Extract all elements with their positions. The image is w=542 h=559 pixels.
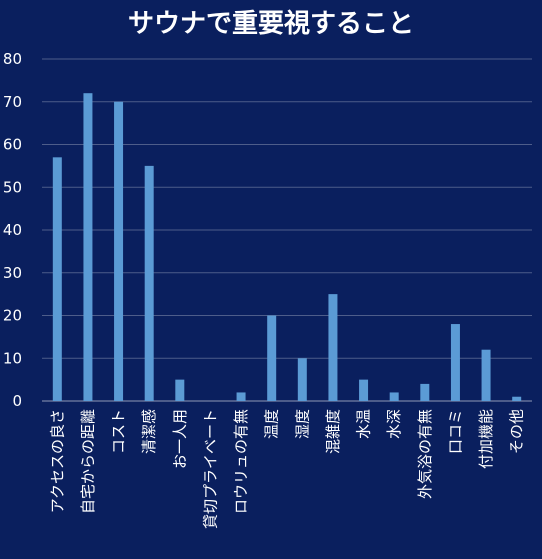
x-tick-label: アクセスの良さ xyxy=(48,409,66,513)
bar-14 xyxy=(450,324,460,401)
x-tick-label: 自宅からの距離 xyxy=(79,409,97,514)
bar-10 xyxy=(328,294,338,402)
bar-3 xyxy=(114,101,124,401)
bar-1 xyxy=(52,157,62,401)
x-tick-label: 水温 xyxy=(355,409,373,439)
x-tick-labels: アクセスの良さ 自宅からの距離 コスト 清潔感 お一人用 貸切プライベート ロウリュの有無温… xyxy=(48,409,525,529)
x-tick-label: 外気浴の有無 xyxy=(416,409,434,499)
grid-layer xyxy=(42,58,532,402)
x-tick-label: 口コミ xyxy=(446,409,464,454)
bar-9 xyxy=(297,358,307,401)
y-tick-label: 20 xyxy=(3,307,22,325)
y-tick-label: 40 xyxy=(3,221,22,239)
bar-11 xyxy=(359,379,369,402)
x-tick-label: ロウリュの有無 xyxy=(232,409,250,514)
x-tick-label: 貸切プライベート xyxy=(201,409,219,529)
y-tick-label: 30 xyxy=(3,264,22,282)
chart-title: サウナで重要視すること xyxy=(128,9,414,39)
x-tick-label: お一人用 xyxy=(171,409,189,469)
bar-15 xyxy=(481,349,491,401)
bars-layer xyxy=(52,93,522,402)
bar-13 xyxy=(420,383,430,401)
x-tick-label: 湿度 xyxy=(293,409,311,439)
x-tick-label: 混雑度 xyxy=(324,409,342,454)
bar-4 xyxy=(144,165,154,402)
y-tick-label: 80 xyxy=(3,50,22,68)
x-tick-label: 温度 xyxy=(263,409,281,439)
bar-5 xyxy=(175,379,185,402)
x-tick-label: 付加機能 xyxy=(477,409,495,469)
y-tick-label: 0 xyxy=(12,392,22,410)
bar-2 xyxy=(83,93,93,401)
y-tick-label: 50 xyxy=(3,178,22,196)
bar-8 xyxy=(267,315,277,401)
y-tick-label: 60 xyxy=(3,136,22,154)
x-tick-label: コスト xyxy=(110,409,128,454)
y-tick-label: 10 xyxy=(3,349,22,367)
bar-7 xyxy=(236,392,246,401)
y-tick-label: 70 xyxy=(3,93,22,111)
x-tick-label: 清潔感 xyxy=(140,409,158,454)
x-tick-label: その他 xyxy=(508,409,526,454)
x-tick-label: 水深 xyxy=(385,409,403,439)
bar-12 xyxy=(389,392,399,401)
bar-16 xyxy=(512,396,522,401)
y-tick-labels: 0 10 20 30 40 50 60 70 80 xyxy=(3,50,22,410)
